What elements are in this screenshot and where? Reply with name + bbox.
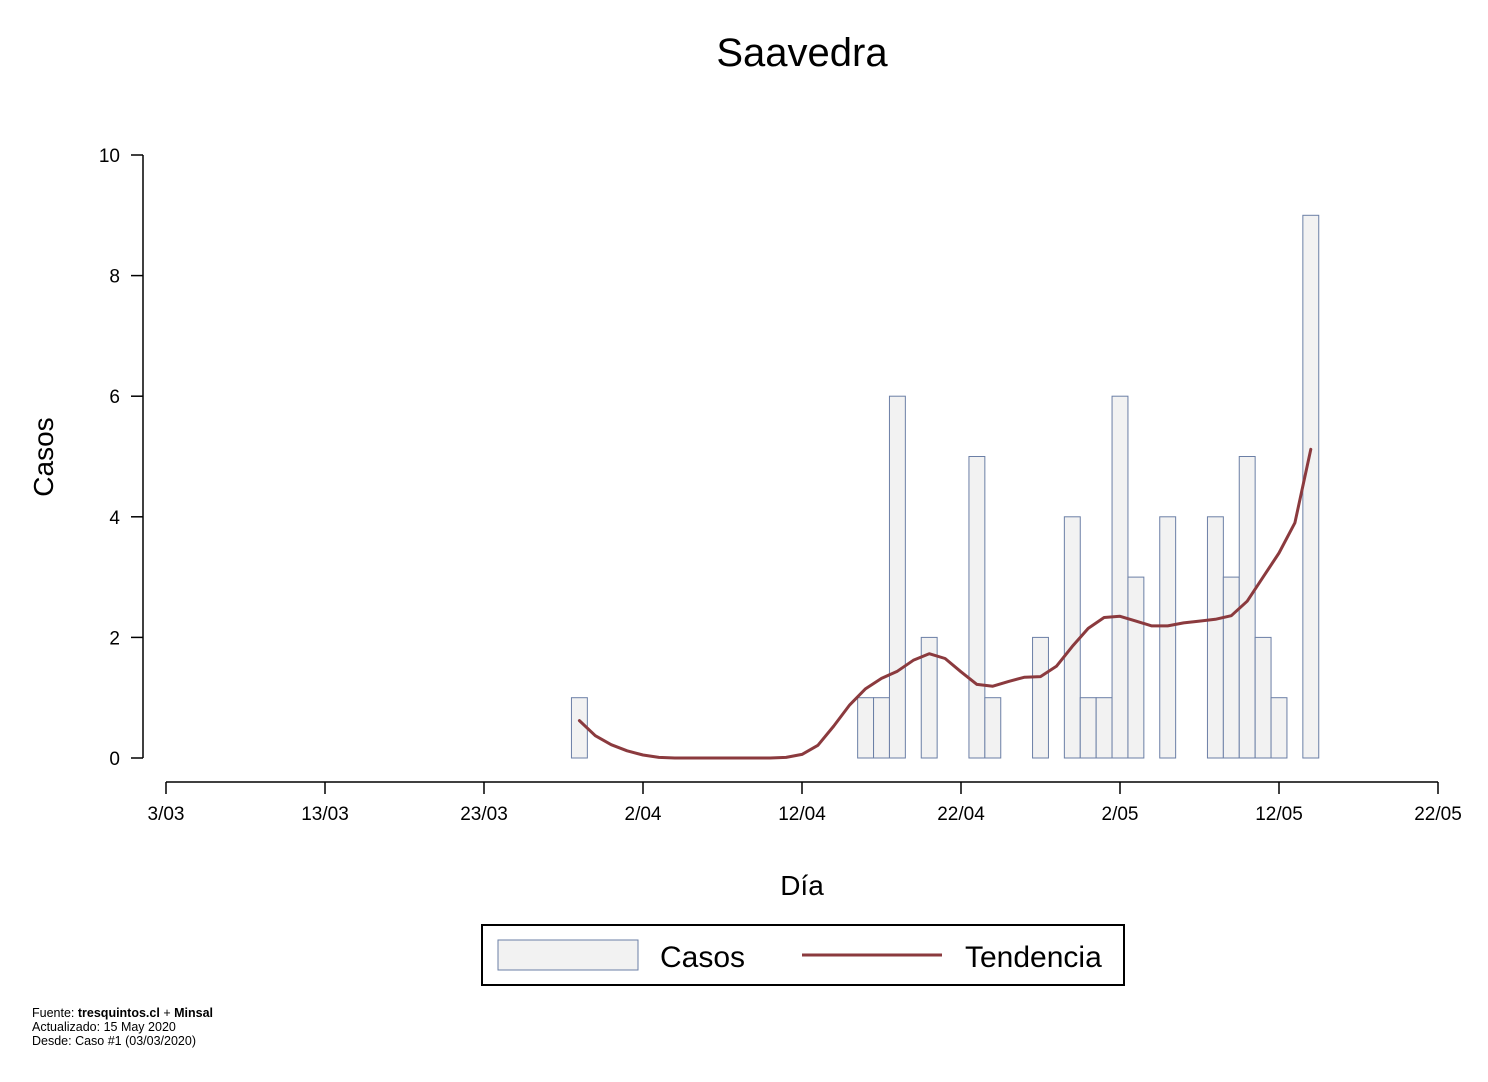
x-tick-label: 2/04 — [625, 804, 662, 825]
footer-source-site: tresquintos.cl — [77, 1006, 160, 1020]
bars-layer — [570, 214, 1320, 759]
bar-casos — [1270, 697, 1288, 759]
bar-casos — [1095, 697, 1113, 759]
x-axis: 3/03 13/03 23/03 2/04 12/04 22/04 2/05 12/05 22/… — [148, 781, 1462, 825]
y-tick-label: 10 — [99, 146, 120, 167]
legend: Casos Tendencia — [481, 924, 1125, 986]
footer-source-org: Minsal — [174, 1006, 213, 1020]
bar-casos — [1111, 395, 1129, 759]
bar-casos — [1206, 516, 1224, 759]
y-tick-label: 2 — [109, 628, 120, 649]
bar-casos — [857, 697, 875, 759]
y-tick-label: 4 — [109, 508, 120, 529]
x-tick-label: 3/03 — [148, 804, 185, 825]
x-tick-label: 12/05 — [1255, 804, 1303, 825]
footer: Fuente: tresquintos.cl + Minsal Actualiz… — [32, 1006, 213, 1048]
x-tick-label: 23/03 — [460, 804, 508, 825]
bar-casos — [984, 697, 1002, 759]
bar-casos — [1302, 214, 1320, 759]
chart-title: Saavedra — [716, 31, 888, 75]
y-axis-label: Casos — [28, 417, 59, 496]
x-axis-label: Día — [780, 870, 824, 901]
legend-label-casos: Casos — [660, 941, 745, 974]
legend-label-tendencia: Tendencia — [965, 941, 1102, 974]
x-tick-label: 12/04 — [778, 804, 826, 825]
x-tick-label: 22/04 — [937, 804, 985, 825]
trend-line — [577, 447, 1313, 760]
bar-casos — [1032, 636, 1049, 759]
bar-casos — [1254, 636, 1272, 759]
legend-swatch-casos — [497, 939, 639, 971]
footer-since: Desde: Caso #1 (03/03/2020) — [32, 1034, 196, 1048]
x-tick-label: 22/05 — [1414, 804, 1462, 825]
bar-casos — [873, 697, 890, 759]
trend-layer — [577, 447, 1313, 760]
bar-casos — [888, 395, 906, 759]
bar-casos — [1063, 516, 1081, 759]
y-axis: 0 2 4 6 8 10 — [99, 146, 144, 770]
y-tick-label: 6 — [109, 387, 120, 408]
footer-updated: Actualizado: 15 May 2020 — [32, 1020, 176, 1034]
bar-casos — [920, 636, 938, 759]
bar-casos — [1079, 697, 1097, 759]
y-tick-label: 8 — [109, 267, 120, 288]
bar-casos — [968, 456, 986, 759]
y-tick-label: 0 — [109, 749, 120, 770]
bar-casos — [1127, 576, 1145, 759]
x-tick-label: 13/03 — [301, 804, 349, 825]
bar-casos — [1222, 576, 1240, 759]
footer-source: Fuente: tresquintos.cl + Minsal — [32, 1006, 213, 1020]
bar-casos — [1159, 516, 1177, 759]
x-tick-label: 2/05 — [1102, 804, 1139, 825]
